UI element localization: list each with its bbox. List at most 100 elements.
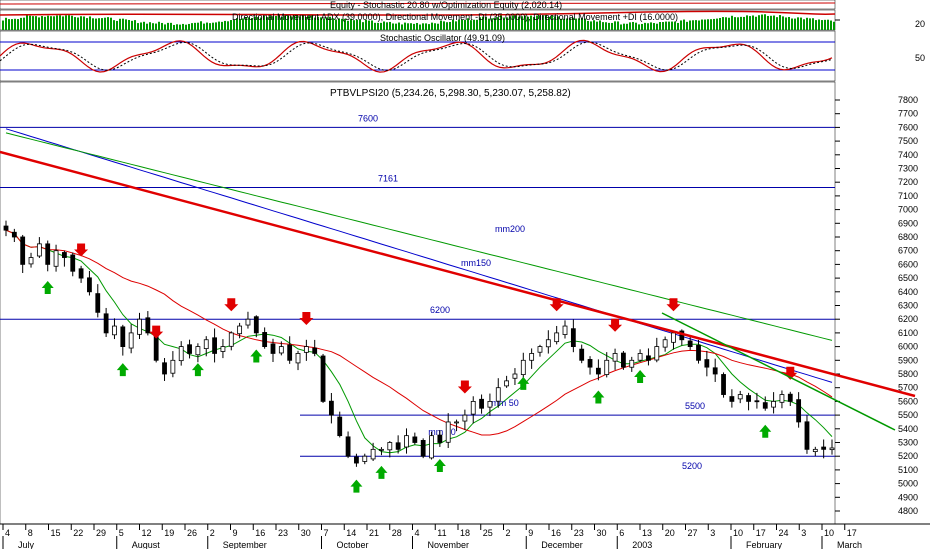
dmi-bar (305, 16, 307, 30)
candle-body (570, 328, 576, 348)
dmi-bar (779, 15, 781, 30)
candle-body (395, 442, 401, 450)
moving-averages: mm200 mm150 mm 50 mm 20 (5, 128, 833, 454)
x-tick-label: 3 (801, 528, 806, 538)
dmi-bar (158, 21, 160, 30)
y-tick-label: 6700 (898, 246, 918, 256)
candle-body (187, 344, 192, 354)
candle-body (387, 442, 393, 451)
dmi-bar (605, 22, 607, 30)
sell-arrow-icon (457, 380, 472, 394)
dmi-bar (467, 18, 469, 30)
dmi-bars (2, 14, 835, 30)
y-tick-label: 7700 (898, 109, 918, 119)
dmi-bar (464, 19, 466, 30)
dmi-bar (311, 15, 313, 30)
dmi-bar (200, 21, 202, 30)
dmi-bar (332, 18, 334, 30)
dmi-bar (371, 20, 373, 30)
dmi-bar (344, 18, 346, 30)
candle-body (671, 332, 676, 343)
dmi-bar (440, 20, 442, 30)
dmi-bar (728, 17, 730, 30)
candle-body (228, 332, 234, 347)
dmi-bar (92, 18, 94, 30)
dmi-bar (686, 21, 688, 30)
y-tick-label: 5200 (898, 451, 918, 461)
x-tick-label: 16 (255, 528, 265, 538)
dmi-bar (398, 22, 400, 30)
dmi-bar (542, 15, 544, 30)
candle-body (721, 374, 726, 395)
candle-body (345, 436, 351, 457)
dmi-bar (140, 22, 142, 30)
y-tick-label: 7300 (898, 164, 918, 174)
dmi-bar (758, 15, 760, 30)
x-tick-label: 4 (5, 528, 10, 538)
candle-body (379, 448, 384, 451)
x-tick-label: 30 (597, 528, 607, 538)
dmi-bar (296, 14, 298, 30)
dmi-bar (314, 17, 316, 30)
candle-body (637, 353, 643, 361)
dmi-bar (821, 20, 823, 30)
candle-body (337, 416, 343, 437)
dmi-bar (797, 17, 799, 30)
candle-body (537, 346, 543, 353)
candle-body (128, 332, 134, 349)
x-tick-label: 10 (733, 528, 743, 538)
buy-arrow-icon (116, 363, 129, 377)
dmi-bar (608, 22, 610, 30)
dmi-bar (278, 14, 280, 30)
dmi-bar (197, 22, 199, 30)
dmi-bar (629, 22, 631, 30)
dmi-bar (425, 23, 427, 30)
candle-body (262, 332, 268, 348)
y-tick-label: 7000 (898, 205, 918, 215)
dmi-bar (560, 18, 562, 30)
dmi-bar (695, 20, 697, 30)
dmi-bar (209, 23, 211, 30)
dmi-bar (668, 21, 670, 30)
dmi-bar (722, 17, 724, 30)
dmi-bar (473, 19, 475, 30)
dmi-bar (596, 21, 598, 30)
dmi-bar (212, 22, 214, 30)
month-label: 2003 (632, 540, 652, 549)
dmi-bar (461, 19, 463, 30)
buy-arrow-icon (433, 459, 446, 473)
stoch-panel (0, 30, 836, 82)
x-tick-label: 2 (506, 528, 511, 538)
candle-body (87, 277, 92, 293)
dmi-bar (113, 20, 115, 30)
candle-body (20, 236, 26, 265)
dmi-bar (365, 19, 367, 30)
mm150-line (5, 128, 833, 383)
dmi-bar (476, 19, 478, 30)
candle-body (587, 359, 593, 368)
dmi-bar (413, 23, 415, 30)
candle-body (829, 447, 835, 451)
dmi-bar (173, 24, 175, 30)
dmi-bar (386, 22, 388, 30)
candle-body (245, 318, 251, 326)
stoch-level-label: 50 (915, 53, 925, 63)
dmi-bar (41, 16, 43, 30)
dmi-bar (263, 15, 265, 30)
dmi-bar (584, 18, 586, 30)
dmi-bar (740, 16, 742, 30)
dmi-bar (449, 21, 451, 30)
x-tick-label: 17 (756, 528, 766, 538)
candle-body (445, 421, 451, 443)
red-trend-line (0, 150, 916, 398)
x-tick-label: 5 (119, 528, 124, 538)
stoch-d-line (0, 41, 833, 71)
candle-body (746, 395, 751, 402)
dmi-bar (206, 22, 208, 30)
candle-body (771, 400, 776, 408)
dmi-bar (620, 24, 622, 30)
dmi-bar (290, 16, 292, 30)
candle-body (278, 346, 284, 354)
dmi-bar (581, 18, 583, 30)
